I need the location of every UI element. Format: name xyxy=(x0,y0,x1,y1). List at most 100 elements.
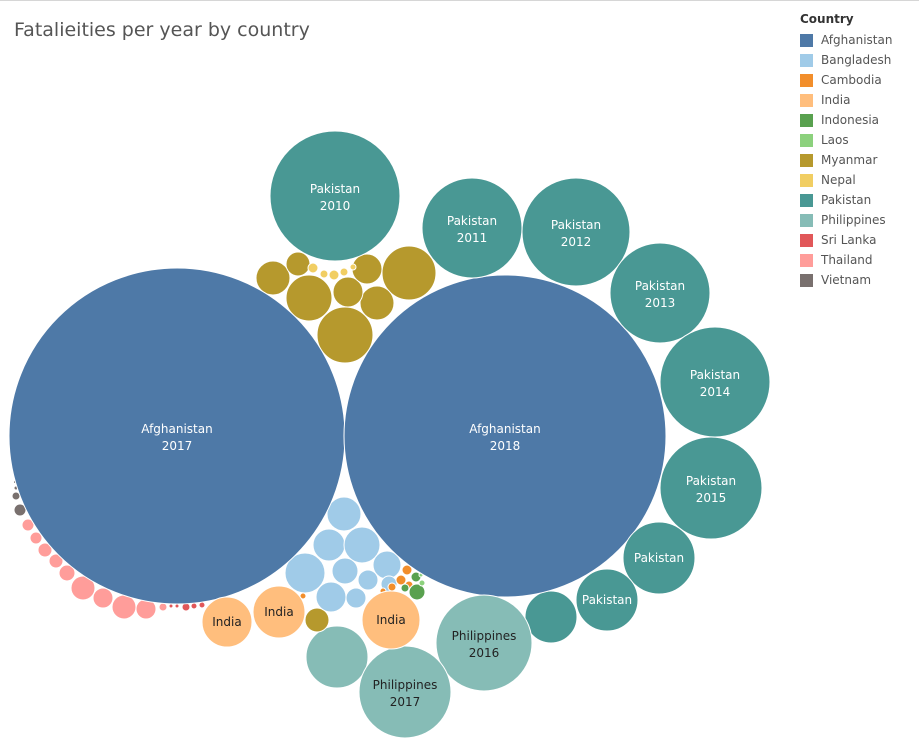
bubble-nepal[interactable] xyxy=(328,269,340,281)
bubble-thailand[interactable] xyxy=(29,531,43,545)
bubble-country-label: Pakistan xyxy=(447,214,497,228)
bubble-country-label: Philippines xyxy=(452,629,517,643)
bubble-nepal[interactable] xyxy=(319,269,329,279)
bubble-myanmar[interactable] xyxy=(381,245,437,301)
bubble-india[interactable] xyxy=(361,590,421,650)
legend-item-india[interactable]: India xyxy=(800,90,892,110)
bubble-myanmar[interactable] xyxy=(285,251,311,277)
bubble-sri-lanka[interactable] xyxy=(190,602,198,610)
bubble-thailand[interactable] xyxy=(58,564,76,582)
bubble-sri-lanka[interactable] xyxy=(174,603,180,609)
legend-item-myanmar[interactable]: Myanmar xyxy=(800,150,892,170)
bubble-group-pakistan-2010[interactable]: Pakistan 2010 xyxy=(269,130,401,262)
bubble-group-pakistan-2013[interactable]: Pakistan 2013 xyxy=(609,242,711,344)
bubble-thailand[interactable] xyxy=(37,542,53,558)
bubble-group-pakistan-2015[interactable]: Pakistan 2015 xyxy=(659,436,763,540)
bubble-myanmar[interactable] xyxy=(359,285,395,321)
bubble-country-label: Pakistan xyxy=(686,474,736,488)
legend-label: Cambodia xyxy=(821,73,882,87)
bubble-laos[interactable] xyxy=(418,579,426,587)
legend-label: Indonesia xyxy=(821,113,880,127)
legend-label: India xyxy=(821,93,851,107)
bubble-philippines-2016[interactable] xyxy=(435,594,533,692)
bubble-group-philippines-2016[interactable]: Philippines 2016 xyxy=(435,594,533,692)
legend-item-vietnam[interactable]: Vietnam xyxy=(800,270,892,290)
bubble-myanmar[interactable] xyxy=(332,276,364,308)
bubble-pakistan-2010[interactable] xyxy=(269,130,401,262)
legend-swatch xyxy=(800,273,813,287)
bubble-myanmar[interactable] xyxy=(316,306,374,364)
bubble-indonesia[interactable] xyxy=(400,583,410,593)
legend-swatch xyxy=(800,133,813,147)
legend-label: Myanmar xyxy=(821,153,878,167)
bubble-nepal[interactable] xyxy=(307,262,319,274)
bubble-philippines[interactable] xyxy=(305,625,369,689)
bubble-bangladesh[interactable] xyxy=(326,496,362,532)
bubble-group-india[interactable]: India xyxy=(252,585,306,639)
bubble-myanmar[interactable] xyxy=(255,260,291,296)
bubble-pakistan[interactable] xyxy=(575,568,639,632)
legend-item-thailand[interactable]: Thailand xyxy=(800,250,892,270)
bubble-india[interactable] xyxy=(252,585,306,639)
legend-item-bangladesh[interactable]: Bangladesh xyxy=(800,50,892,70)
bubble-myanmar[interactable] xyxy=(304,607,330,633)
bubble-thailand[interactable] xyxy=(48,553,64,569)
bubble-group-afghanistan-2017[interactable]: Afghanistan 2017 xyxy=(8,267,346,605)
bubble-indonesia[interactable] xyxy=(408,583,426,601)
bubble-myanmar[interactable] xyxy=(351,253,383,285)
bubble-afghanistan-2018[interactable] xyxy=(343,274,667,598)
bubble-bangladesh[interactable] xyxy=(357,569,379,591)
legend-label: Philippines xyxy=(821,213,886,227)
bubble-group-india[interactable]: India xyxy=(361,590,421,650)
bubble-bangladesh[interactable] xyxy=(343,526,381,564)
bubble-group-pakistan-2012[interactable]: Pakistan 2012 xyxy=(521,177,631,287)
bubble-cambodia[interactable] xyxy=(401,564,413,576)
bubble-bangladesh[interactable] xyxy=(331,557,359,585)
bubble-year-label: 2015 xyxy=(696,491,727,505)
bubble-pakistan[interactable] xyxy=(524,590,578,644)
bubble-bangladesh[interactable] xyxy=(284,552,326,594)
bubble-pakistan-2013[interactable] xyxy=(609,242,711,344)
bubble-pakistan-2015[interactable] xyxy=(659,436,763,540)
bubble-pakistan-2014[interactable] xyxy=(659,326,771,438)
legend-item-pakistan[interactable]: Pakistan xyxy=(800,190,892,210)
bubble-country-label: Pakistan xyxy=(310,182,360,196)
bubble-philippines-2017[interactable] xyxy=(358,645,452,739)
bubble-country-label: Afghanistan xyxy=(141,422,212,436)
bubble-bangladesh[interactable] xyxy=(315,581,347,613)
bubble-group-philippines-2017[interactable]: Philippines 2017 xyxy=(358,645,452,739)
bubble-bangladesh[interactable] xyxy=(345,587,367,609)
bubble-myanmar[interactable] xyxy=(285,274,333,322)
bubble-year-label: 2017 xyxy=(390,695,421,709)
legend-item-philippines[interactable]: Philippines xyxy=(800,210,892,230)
legend-label: Bangladesh xyxy=(821,53,892,67)
legend-swatch xyxy=(800,113,813,127)
bubble-group-afghanistan-2018[interactable]: Afghanistan 2018 xyxy=(343,274,667,598)
bubble-india[interactable] xyxy=(201,596,253,648)
bubble-pakistan-2011[interactable] xyxy=(421,177,523,279)
bubble-pakistan-2012[interactable] xyxy=(521,177,631,287)
bubble-thailand[interactable] xyxy=(111,594,137,620)
legend-item-nepal[interactable]: Nepal xyxy=(800,170,892,190)
bubble-cambodia[interactable] xyxy=(395,574,407,586)
bubble-pakistan[interactable] xyxy=(622,521,696,595)
bubble-group-india[interactable]: India xyxy=(201,596,253,648)
legend-item-sri-lanka[interactable]: Sri Lanka xyxy=(800,230,892,250)
bubble-bangladesh[interactable] xyxy=(312,528,346,562)
legend-item-cambodia[interactable]: Cambodia xyxy=(800,70,892,90)
bubble-group-pakistan[interactable]: Pakistan xyxy=(575,568,639,632)
bubble-thailand[interactable] xyxy=(158,602,168,612)
bubble-group-pakistan-2011[interactable]: Pakistan 2011 xyxy=(421,177,523,279)
bubble-nepal[interactable] xyxy=(339,267,349,277)
legend-item-laos[interactable]: Laos xyxy=(800,130,892,150)
legend-item-afghanistan[interactable]: Afghanistan xyxy=(800,30,892,50)
legend-item-indonesia[interactable]: Indonesia xyxy=(800,110,892,130)
bubble-sri-lanka[interactable] xyxy=(168,603,174,609)
bubble-group-pakistan[interactable]: Pakistan xyxy=(622,521,696,595)
bubble-thailand[interactable] xyxy=(70,575,96,601)
bubble-nepal[interactable] xyxy=(349,263,357,271)
bubble-group-pakistan-2014[interactable]: Pakistan 2014 xyxy=(659,326,771,438)
bubble-afghanistan-2017[interactable] xyxy=(8,267,346,605)
bubble-thailand[interactable] xyxy=(92,587,114,609)
bubble-cambodia[interactable] xyxy=(387,582,397,592)
